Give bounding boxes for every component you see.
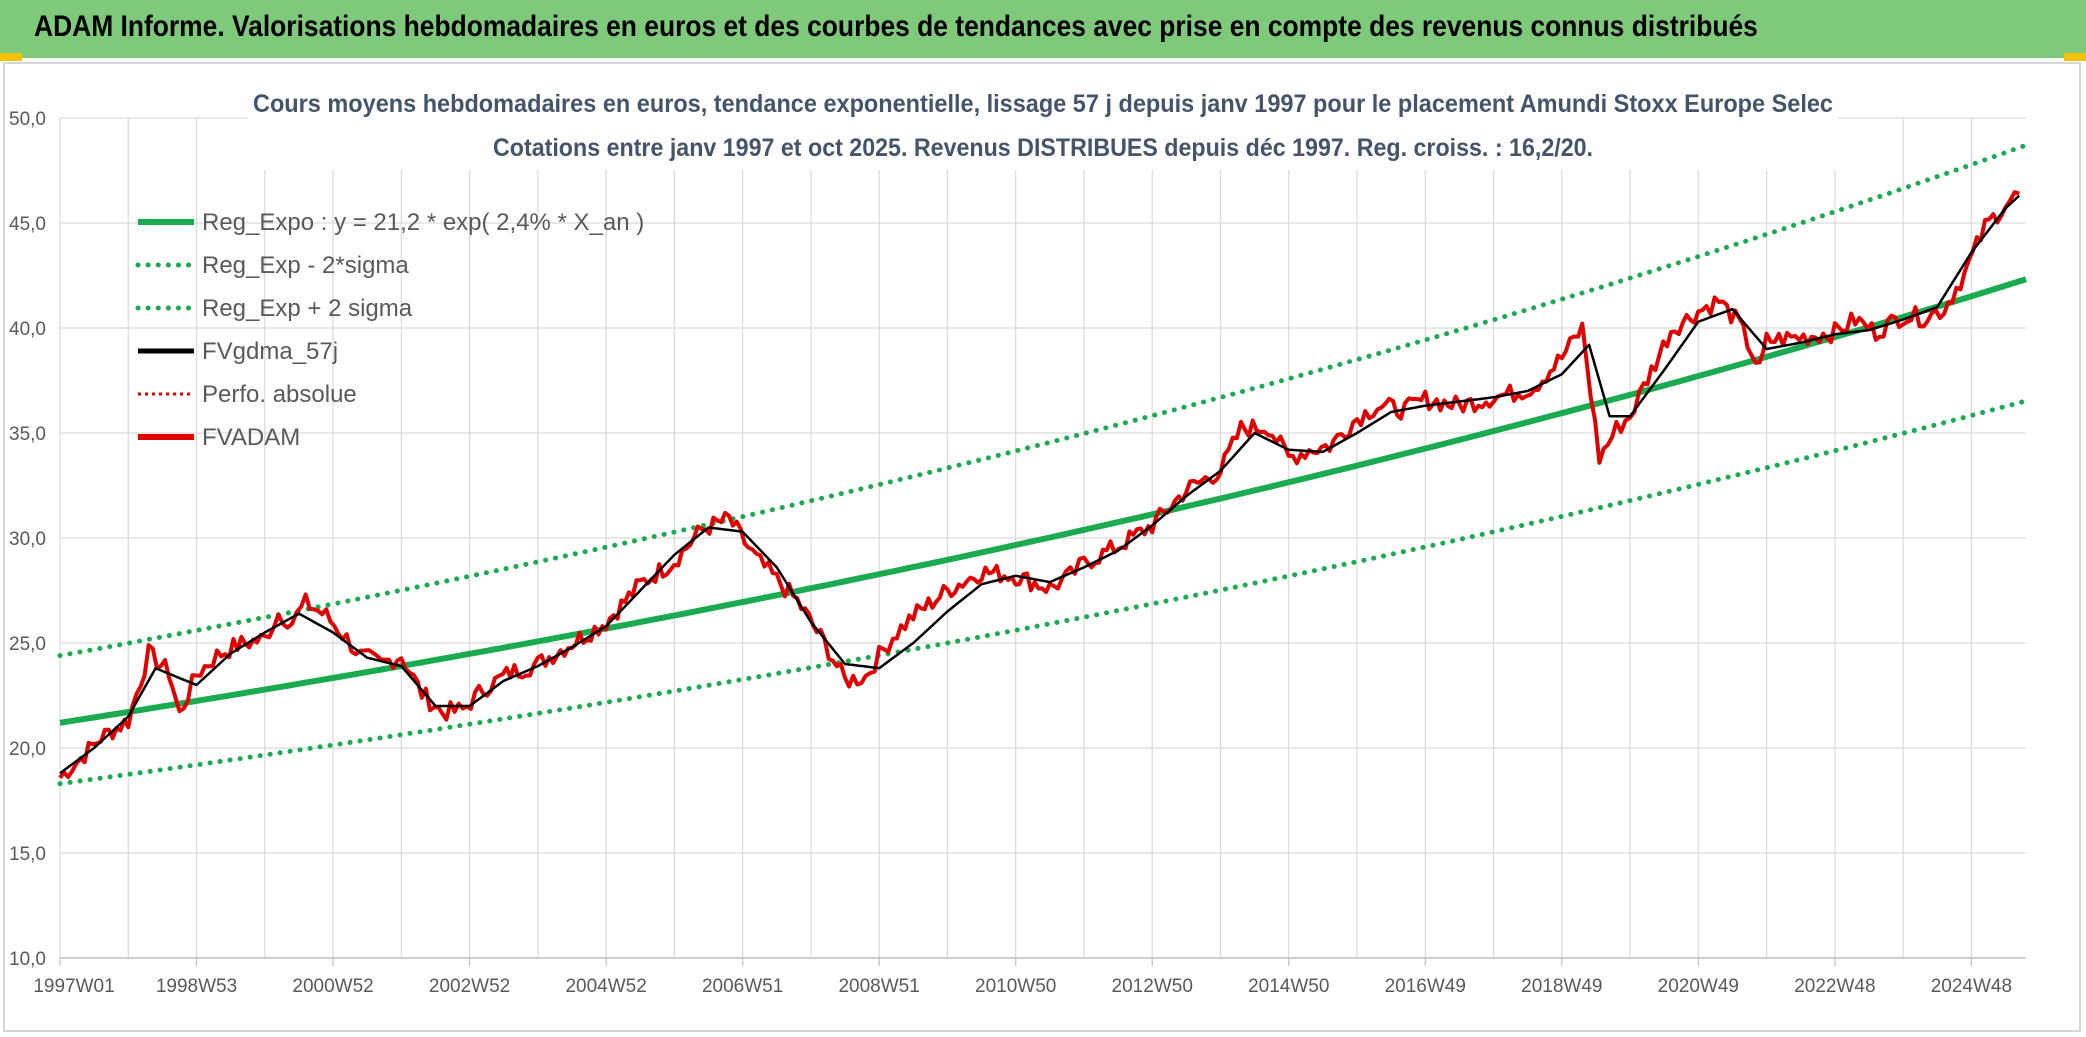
x-tick-label: 2000W52 xyxy=(292,976,373,997)
x-tick-label: 2024W48 xyxy=(1931,976,2012,997)
legend-label: Reg_Exp + 2 sigma xyxy=(202,295,413,322)
chart-titles: Cours moyens hebdomadaires en euros, ten… xyxy=(248,84,1838,170)
y-tick-label: 20,0 xyxy=(9,739,46,760)
y-tick-label: 35,0 xyxy=(9,424,46,445)
chart-subtitle: Cotations entre janv 1997 et oct 2025. R… xyxy=(493,134,1593,162)
legend-label: Perfo. absolue xyxy=(202,381,357,408)
x-tick-label: 2022W48 xyxy=(1794,976,1875,997)
series-fvgdma-57j xyxy=(59,194,2021,775)
legend: Reg_Expo : y = 21,2 * exp( 2,4% * X_an )… xyxy=(135,209,644,451)
chart-frame xyxy=(3,62,2081,1032)
x-tick-label: 2012W50 xyxy=(1112,976,1193,997)
series-reg-expo xyxy=(59,276,2027,726)
chart-title-background xyxy=(248,84,1838,170)
series-perfo-absolue xyxy=(59,191,2020,779)
legend-label: Reg_Expo : y = 21,2 * exp( 2,4% * X_an ) xyxy=(202,209,644,236)
x-tick-label: 2002W52 xyxy=(429,976,510,997)
y-tick-label: 50,0 xyxy=(9,109,46,130)
page-title: ADAM Informe. Valorisations hebdomadaire… xyxy=(34,10,1758,43)
series xyxy=(57,142,2029,787)
legend-label: Reg_Exp - 2*sigma xyxy=(202,252,409,279)
x-tick-label: 2006W51 xyxy=(702,976,783,997)
x-tick-label: 2008W51 xyxy=(838,976,919,997)
corner-accent-right xyxy=(2064,53,2086,61)
x-tick-label: 2014W50 xyxy=(1248,976,1329,997)
header-bar: ADAM Informe. Valorisations hebdomadaire… xyxy=(0,0,2086,58)
legend-label: FVADAM xyxy=(202,424,300,451)
y-tick-label: 25,0 xyxy=(9,634,46,655)
x-tick-label: 2020W49 xyxy=(1658,976,1739,997)
x-tick-label: 2004W52 xyxy=(565,976,646,997)
y-tick-label: 40,0 xyxy=(9,319,46,340)
x-tick-label: 2018W49 xyxy=(1521,976,1602,997)
y-tick-label: 45,0 xyxy=(9,214,46,235)
chart-title: Cours moyens hebdomadaires en euros, ten… xyxy=(253,90,1833,118)
y-tick-label: 30,0 xyxy=(9,529,46,550)
x-axis-labels: 1997W01 1998W53 2000W52 2002W52 2004W52 2006W… xyxy=(33,976,2012,997)
x-tick-label: 2016W49 xyxy=(1385,976,1466,997)
x-tick-label: 1998W53 xyxy=(156,976,237,997)
y-tick-label: 10,0 xyxy=(9,949,46,970)
series-reg-exp-plus-2-sigma xyxy=(57,142,2029,659)
series-reg-exp-minus-2-sigma xyxy=(57,398,2029,787)
x-tick-label: 1997W01 xyxy=(33,976,114,997)
corner-accent-left xyxy=(0,53,22,61)
x-tick-label: 2010W50 xyxy=(975,976,1056,997)
y-tick-label: 15,0 xyxy=(9,844,46,865)
legend-label: FVgdma_57j xyxy=(202,338,338,365)
y-axis-labels: 10,0 15,0 20,0 25,0 30,0 35,0 40,0 45,0 50,0 xyxy=(9,109,46,970)
series-fvadam xyxy=(58,190,2020,780)
